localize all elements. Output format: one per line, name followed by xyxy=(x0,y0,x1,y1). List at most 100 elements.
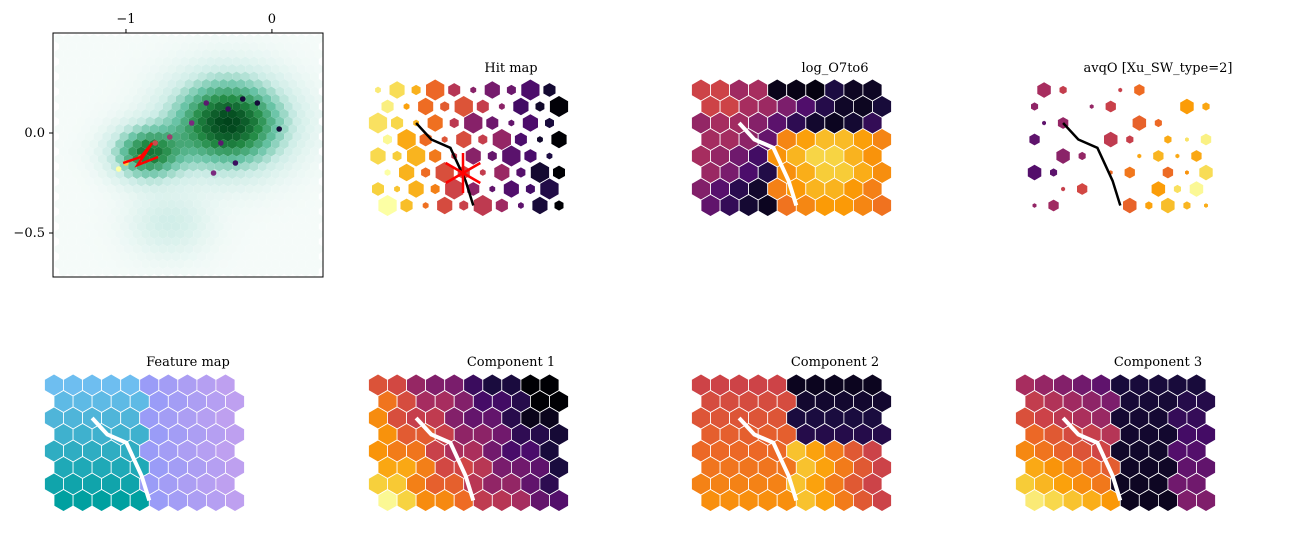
hexbin-cell-900 xyxy=(188,251,198,262)
hexbin-cell-347 xyxy=(154,116,163,127)
hexbin-cell-807 xyxy=(175,229,185,239)
hexbin-cell-102 xyxy=(145,56,155,67)
hexbin-cell-893 xyxy=(128,251,137,262)
hexbin-cell-429 xyxy=(72,139,81,149)
hexbin-cell-105 xyxy=(171,56,181,67)
component-2-panel: Component 2 xyxy=(691,355,892,512)
hexbin-cell-916 xyxy=(63,259,72,269)
hexbin-cell-135 xyxy=(167,64,176,74)
hexbin-cell-76 xyxy=(184,49,194,59)
hexbin-cell-771 xyxy=(128,221,137,232)
hexbin-cell-191 xyxy=(124,79,133,89)
hex-cell-1-6 xyxy=(498,102,506,111)
hexbin-cell-85 xyxy=(262,49,272,59)
hexbin-cell-142 xyxy=(227,64,237,74)
hexbin-cell-691 xyxy=(227,199,237,209)
hexbin-cell-370 xyxy=(89,124,98,134)
hex-cells xyxy=(368,373,569,512)
hexbin-cell-70 xyxy=(132,49,142,59)
hex-cell-7-9 xyxy=(225,489,245,512)
hexbin-cell-911 xyxy=(284,251,293,262)
overlay-point-2 xyxy=(239,96,246,102)
hexbin-cell-64 xyxy=(80,49,90,59)
hexbin-cell-316 xyxy=(149,109,159,119)
hexbin-cell-277 xyxy=(76,101,85,112)
hexbin-cell-200 xyxy=(201,79,211,89)
hexbin-cell-689 xyxy=(210,199,220,209)
hex-cell-1-7 xyxy=(512,96,530,117)
hexbin-cell-703 xyxy=(67,206,77,217)
hexbin-cell-837 xyxy=(171,236,181,247)
hexbin-cell-822 xyxy=(305,229,315,239)
hexbin-cell-458 xyxy=(59,146,68,157)
hexbin-cell-293 xyxy=(214,101,224,112)
hexbin-cell-933 xyxy=(210,259,220,269)
hexbin-cell-290 xyxy=(188,101,198,112)
hexbin-cell-380 xyxy=(175,124,185,134)
hexbin-cell-734 xyxy=(72,214,81,224)
hexbin-cell-780 xyxy=(206,221,215,232)
hexbin-cell-505 xyxy=(201,154,211,164)
hexbin-cell-669 xyxy=(301,191,311,202)
hex-cell-5-1 xyxy=(398,162,416,183)
hexbin-cell-282 xyxy=(119,101,129,112)
hexbin-cell-144 xyxy=(245,64,254,74)
hexbin-cell-582 xyxy=(76,176,85,187)
hex-cell-4-7 xyxy=(501,144,522,168)
hexbin-cell-946 xyxy=(59,266,68,277)
hex-cell-7-9 xyxy=(872,194,892,217)
hexbin-cell-921 xyxy=(106,259,116,269)
component-1-title: Component 1 xyxy=(467,355,555,370)
hex-cell-7-4 xyxy=(458,199,470,212)
hexbin-cell-90 xyxy=(305,49,315,59)
hexbin-cell-909 xyxy=(266,251,276,262)
hexbin-cell-777 xyxy=(180,221,189,232)
hexbin-cell-93 xyxy=(67,56,77,67)
hexbin-cell-115 xyxy=(258,56,267,67)
hexbin-cell-699 xyxy=(297,199,306,209)
hexbin-cell-820 xyxy=(288,229,298,239)
hexbin-cell-604 xyxy=(266,176,276,187)
hexbin-cell-68 xyxy=(115,49,124,59)
hexbin-cell-750 xyxy=(210,214,220,224)
hex-cell-7-2 xyxy=(1062,194,1083,217)
hexbin-cell-740 xyxy=(124,214,133,224)
hexbin-cell-402 xyxy=(102,131,111,142)
hexbin-cell-221 xyxy=(119,86,129,97)
hexbin-cell-923 xyxy=(124,259,133,269)
hexbin-cell-31 xyxy=(59,41,68,52)
hexbin-cell-590 xyxy=(145,176,155,187)
hexbin-cell-42 xyxy=(154,41,163,52)
hexbin-cell-465 xyxy=(119,146,129,157)
hexbin-cell-237 xyxy=(258,86,267,97)
x-tick-label-1: 0 xyxy=(268,12,276,27)
hexbin-cell-527 xyxy=(128,161,137,172)
hexbin-cell-879 xyxy=(271,244,280,254)
hexbin-cell-647 xyxy=(111,191,120,202)
hexbin-cell-775 xyxy=(162,221,172,232)
hexbin-cell-127 xyxy=(98,64,107,74)
hexbin-cell-128 xyxy=(106,64,116,74)
hexbin-cell-952 xyxy=(111,266,120,277)
hexbin-cell-243 xyxy=(310,86,319,97)
hexbin-cell-563 xyxy=(175,169,185,179)
hexbin-cell-849 xyxy=(275,236,285,247)
hexbin-cell-962 xyxy=(197,266,207,277)
hexbin-cell-344 xyxy=(128,116,137,127)
hexbin-cell-752 xyxy=(227,214,237,224)
cluster-boundary xyxy=(737,121,799,207)
hex-cell-3-6 xyxy=(1138,128,1159,151)
hexbin-cell-404 xyxy=(119,131,129,142)
hex-cell-6-8 xyxy=(525,182,536,196)
hex-cell-0-4 xyxy=(447,82,462,98)
hexbin-cell-485 xyxy=(292,146,302,157)
hexbin-cell-368 xyxy=(72,124,81,134)
hex-cell-6-0 xyxy=(371,181,385,197)
overlay-point-11 xyxy=(218,140,224,146)
hexbin-cell-627 xyxy=(201,184,211,194)
hex-cell-2-6 xyxy=(1131,114,1147,132)
hexbin-cell-727 xyxy=(275,206,285,217)
hex-cell-4-3 xyxy=(428,148,443,164)
hex-cell-4-9 xyxy=(545,151,554,161)
hexbin-cell-397 xyxy=(59,131,68,142)
